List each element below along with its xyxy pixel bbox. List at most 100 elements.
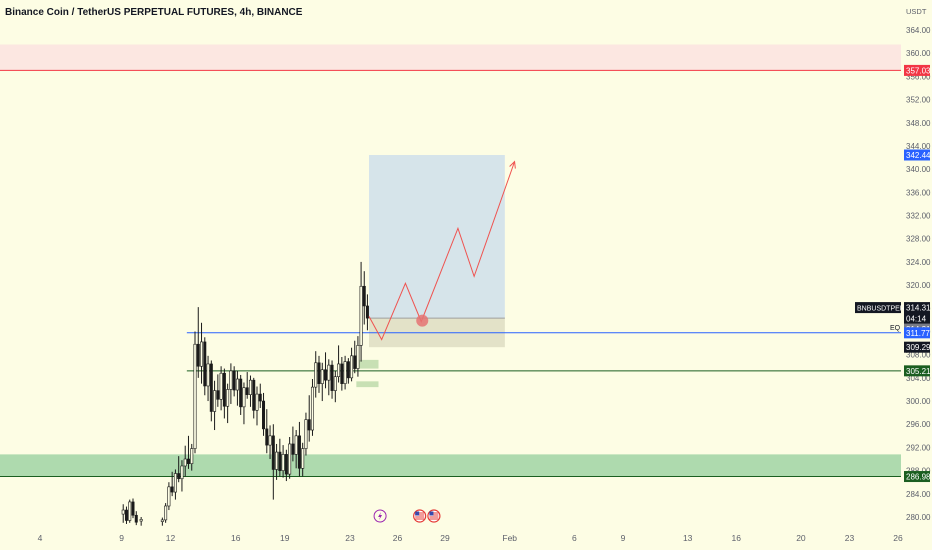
- candle-body: [353, 355, 357, 369]
- candle-body: [209, 363, 213, 412]
- price-badge-label: 309.29: [906, 343, 931, 352]
- candle-body: [362, 285, 366, 307]
- candle-body: [252, 379, 256, 411]
- candle-body: [288, 443, 292, 475]
- y-tick-label: 304.00: [906, 374, 931, 383]
- candle-body: [170, 486, 174, 493]
- candle-body: [255, 393, 259, 411]
- candle-body: [350, 355, 354, 379]
- y-tick-label: 332.00: [906, 212, 931, 221]
- candle-body: [327, 364, 331, 381]
- y-tick-label: 292.00: [906, 443, 931, 452]
- y-tick-label: 280.00: [906, 513, 931, 522]
- symbol-label: BNBUSDTPERP: [857, 306, 910, 313]
- candle-body: [180, 465, 184, 480]
- candle-body: [235, 378, 239, 391]
- x-tick-label: 6: [572, 533, 577, 543]
- x-tick-label: 9: [621, 533, 626, 543]
- eq-label: EQ: [890, 325, 901, 332]
- y-tick-label: 356.00: [906, 72, 931, 81]
- x-tick-label: 16: [731, 533, 741, 543]
- y-tick-label: 324.00: [906, 258, 931, 267]
- y-tick-label: 336.00: [906, 188, 931, 197]
- candle-body: [365, 305, 369, 319]
- candle-body: [216, 390, 220, 400]
- price-badge: [904, 64, 930, 76]
- support-zone: [0, 454, 901, 477]
- candle-body: [340, 363, 344, 384]
- candle-body: [232, 370, 236, 391]
- candle-body: [275, 451, 279, 470]
- candle-body: [131, 501, 135, 516]
- candle-body: [324, 369, 328, 381]
- candle-body: [219, 372, 223, 400]
- candle-body: [356, 345, 360, 369]
- candle-body: [304, 419, 308, 449]
- candle-body: [229, 370, 233, 390]
- x-tick-label: 12: [166, 533, 176, 543]
- y-tick-label: 328.00: [906, 235, 931, 244]
- candle-body: [160, 519, 164, 522]
- candle-body: [258, 393, 262, 402]
- target-marker: [416, 314, 429, 327]
- y-tick-label: 364.00: [906, 26, 931, 35]
- candle-body: [333, 376, 337, 391]
- candle-body: [213, 390, 217, 412]
- resistance-zone: [0, 44, 901, 71]
- y-tick-label: 348.00: [906, 119, 931, 128]
- candle-body: [167, 486, 171, 507]
- candle-body: [239, 378, 243, 408]
- candle-body: [301, 448, 305, 469]
- demand-box: [356, 381, 379, 388]
- candle-body: [268, 435, 272, 446]
- x-tick-label: 13: [683, 533, 693, 543]
- candle-body: [294, 435, 298, 455]
- candle-body: [310, 386, 314, 431]
- candle-body: [193, 343, 197, 449]
- candle-body: [307, 419, 311, 431]
- lightning-glyph: [378, 512, 383, 520]
- price-badge-label: 311.77: [906, 329, 930, 338]
- y-tick-label: 352.00: [906, 96, 931, 105]
- candle-body: [128, 501, 132, 521]
- candle-body: [330, 364, 334, 391]
- flag-canton: [415, 511, 420, 516]
- candle-body: [183, 458, 187, 467]
- symbol-badge: [855, 302, 901, 314]
- x-tick-label: 9: [119, 533, 124, 543]
- demand-box: [356, 359, 379, 369]
- candle-body: [297, 435, 301, 469]
- price-badge: [904, 471, 930, 483]
- candle-body: [203, 341, 207, 387]
- x-tick-label: 4: [38, 533, 43, 543]
- candle-body: [190, 448, 194, 464]
- y-tick-label: 284.00: [906, 490, 931, 499]
- y-tick-label: 344.00: [906, 142, 931, 151]
- y-tick-label: 360.00: [906, 49, 931, 58]
- candle-body: [337, 363, 341, 377]
- price-badge: [904, 365, 930, 377]
- x-tick-label: 26: [393, 533, 403, 543]
- candle-body: [320, 369, 324, 384]
- price-badge: [904, 149, 930, 161]
- target-box: [369, 154, 505, 319]
- last-price-badge: [904, 302, 930, 325]
- candle-body: [271, 435, 275, 470]
- candle-body: [124, 509, 128, 521]
- currency-label: USDT: [906, 7, 927, 16]
- y-tick-label: 296.00: [906, 420, 931, 429]
- candle-body: [186, 458, 190, 464]
- candle-body: [222, 372, 226, 407]
- x-tick-label: 23: [845, 533, 855, 543]
- chart-title: Binance Coin / TetherUS PERPETUAL FUTURE…: [5, 7, 303, 18]
- candle-body: [173, 473, 177, 493]
- y-tick-label: 300.00: [906, 397, 931, 406]
- y-tick-label: 308.00: [906, 351, 931, 360]
- candle-body: [343, 361, 347, 384]
- price-badge-label: 286.98: [906, 473, 931, 482]
- price-badge-label: 342.44: [906, 151, 931, 160]
- x-tick-label: 19: [280, 533, 290, 543]
- x-tick-label: 23: [345, 533, 355, 543]
